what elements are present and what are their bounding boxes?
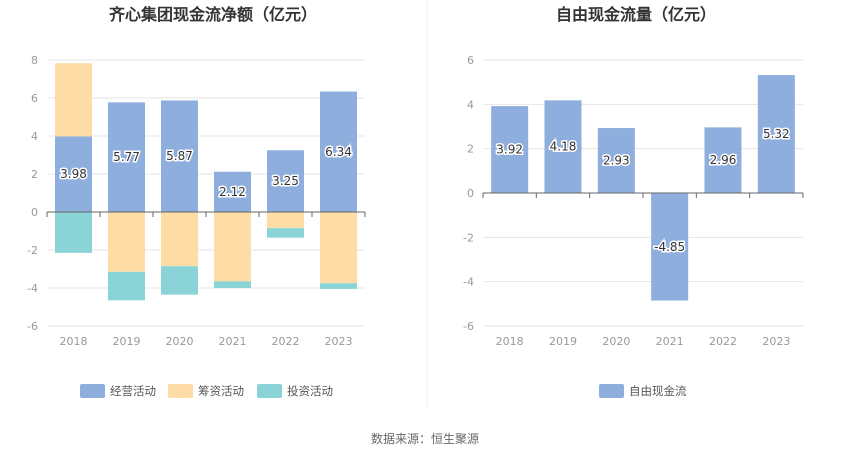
chart-right-legend-swatch bbox=[599, 384, 624, 398]
chart-right-data-label: 3.92 bbox=[496, 143, 523, 157]
chart-right-ytick-label: 4 bbox=[467, 98, 474, 111]
chart-left-ytick-label: -2 bbox=[27, 244, 38, 257]
chart-left-ytick-label: 4 bbox=[31, 130, 38, 143]
chart-right-xtick-label: 2019 bbox=[549, 335, 577, 348]
chart-right-data-label: 2.93 bbox=[603, 154, 630, 168]
chart-right-xtick-label: 2018 bbox=[496, 335, 524, 348]
chart-left-data-label: 5.87 bbox=[166, 149, 193, 163]
chart-right-data-label: 2.96 bbox=[710, 153, 737, 167]
chart-left-grid bbox=[47, 59, 365, 327]
chart-left-bar bbox=[161, 266, 198, 295]
chart-left-legend: 经营活动 筹资活动 投资活动 bbox=[80, 384, 333, 398]
chart-left-ytick-label: -6 bbox=[27, 320, 38, 333]
source-note: 数据来源：恒生聚源 bbox=[370, 432, 479, 446]
chart-left-yticks: -6 -4 -2 0 2 4 6 8 bbox=[27, 54, 38, 333]
chart-right-data-labels: 3.92 4.18 2.93 -4.85 2.96 5.32 bbox=[495, 126, 791, 256]
chart-left-xtick-label: 2018 bbox=[60, 335, 88, 348]
chart-right-bar bbox=[757, 75, 795, 193]
chart-left-bar bbox=[214, 212, 251, 282]
chart-right-yticks: -6 -4 -2 0 2 4 6 bbox=[463, 54, 474, 333]
chart-left-bar bbox=[108, 102, 145, 212]
chart-left-xticks: 2018 2019 2020 2021 2022 2023 bbox=[60, 335, 353, 348]
chart-left-legend-label: 筹资活动 bbox=[198, 384, 244, 398]
chart-right-xtick-label: 2022 bbox=[709, 335, 737, 348]
chart-left-data-label: 2.12 bbox=[219, 185, 246, 199]
chart-left-bar bbox=[108, 212, 145, 272]
chart-right-ytick-label: 2 bbox=[467, 143, 474, 156]
chart-right-xticks: 2018 2019 2020 2021 2022 2023 bbox=[496, 335, 791, 348]
chart-right-legend: 自由现金流 bbox=[599, 384, 687, 398]
chart-right-bar bbox=[651, 193, 689, 301]
chart-left-bar bbox=[55, 63, 92, 137]
chart-left-legend-label: 投资活动 bbox=[287, 384, 333, 398]
chart-left-data-labels: 3.98 5.77 5.87 2.12 3.25 6.34 bbox=[59, 143, 354, 200]
chart-left-legend-swatch bbox=[168, 384, 193, 398]
chart-left-bar bbox=[108, 271, 145, 301]
chart-left-bar bbox=[320, 283, 357, 289]
chart-right-xtick-label: 2020 bbox=[602, 335, 630, 348]
chart-left-zero-axis bbox=[46, 211, 366, 217]
chart-left-data-label: 6.34 bbox=[325, 145, 352, 159]
chart-left-ytick-label: -4 bbox=[27, 282, 38, 295]
chart-right-ytick-label: -6 bbox=[463, 320, 474, 333]
chart-right-ytick-label: -4 bbox=[463, 276, 474, 289]
chart-left-ytick-label: 8 bbox=[31, 54, 38, 67]
chart-left-bar bbox=[161, 100, 198, 212]
chart-left-data-label: 5.77 bbox=[113, 150, 140, 164]
chart-left-data-label: 3.25 bbox=[272, 174, 299, 188]
chart-left-bar bbox=[214, 171, 251, 212]
chart-left-bar bbox=[55, 136, 92, 212]
chart-right-xtick-label: 2023 bbox=[762, 335, 790, 348]
chart-right-ytick-label: 0 bbox=[467, 187, 474, 200]
chart-left: 齐心集团现金流净额（亿元） -6 -4 -2 0 2 4 6 8 3.98 5.77 5.87 2.… bbox=[27, 5, 366, 398]
chart-right-zero-axis bbox=[482, 192, 804, 198]
chart-left-data-label: 3.98 bbox=[60, 167, 87, 181]
chart-right: 自由现金流量（亿元） -6 -4 -2 0 2 4 6 3.92 4.18 2.93 -4.85 2… bbox=[463, 5, 804, 398]
chart-left-legend-swatch bbox=[80, 384, 105, 398]
chart-right-legend-label: 自由现金流 bbox=[629, 384, 687, 398]
chart-left-xtick-label: 2022 bbox=[272, 335, 300, 348]
chart-right-data-label: 4.18 bbox=[550, 140, 577, 154]
chart-left-bar bbox=[320, 91, 357, 212]
chart-left-ytick-label: 0 bbox=[31, 206, 38, 219]
chart-right-ytick-label: -2 bbox=[463, 231, 474, 244]
chart-right-data-label: -4.85 bbox=[654, 240, 685, 254]
chart-left-bar bbox=[267, 150, 304, 212]
chart-right-bar bbox=[704, 127, 742, 193]
chart-right-xtick-label: 2021 bbox=[656, 335, 684, 348]
chart-right-bar bbox=[597, 128, 635, 193]
chart-left-bar bbox=[161, 212, 198, 267]
chart-right-bar bbox=[544, 100, 582, 193]
chart-right-title: 自由现金流量（亿元） bbox=[556, 5, 716, 24]
chart-right-bar bbox=[491, 106, 529, 193]
chart-right-ytick-label: 6 bbox=[467, 54, 474, 67]
chart-left-title: 齐心集团现金流净额（亿元） bbox=[109, 5, 317, 24]
chart-left-bar bbox=[267, 212, 304, 229]
chart-left-bar bbox=[320, 212, 357, 284]
chart-left-xtick-label: 2021 bbox=[219, 335, 247, 348]
chart-left-xtick-label: 2020 bbox=[166, 335, 194, 348]
chart-left-xtick-label: 2023 bbox=[325, 335, 353, 348]
chart-left-ytick-label: 6 bbox=[31, 92, 38, 105]
chart-left-bar bbox=[214, 281, 251, 288]
chart-left-legend-label: 经营活动 bbox=[110, 384, 156, 398]
chart-left-bar bbox=[55, 212, 92, 253]
chart-right-data-label: 5.32 bbox=[763, 127, 790, 141]
chart-left-bars bbox=[55, 63, 357, 301]
chart-left-xtick-label: 2019 bbox=[113, 335, 141, 348]
chart-left-legend-swatch bbox=[257, 384, 282, 398]
chart-right-bars bbox=[491, 75, 795, 301]
chart-left-bar bbox=[267, 228, 304, 238]
chart-left-ytick-label: 2 bbox=[31, 168, 38, 181]
